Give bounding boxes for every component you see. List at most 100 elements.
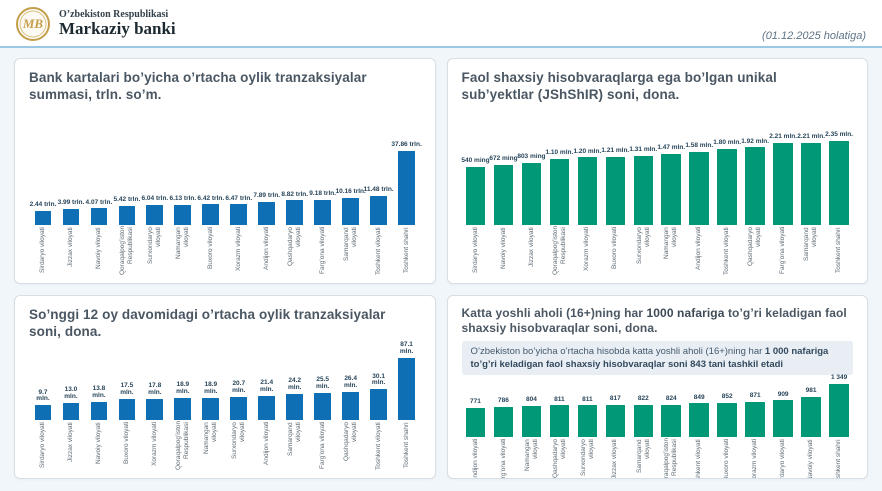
chart-title-transaction-sum: Bank kartalari bo’yicha o’rtacha oylik t… [29,70,367,103]
chart-transaction-sum: 2.44 trln. 3.99 trln. 4.07 trln. 5.42 trln.… [29,119,422,277]
bar [118,399,136,420]
x-tick: Xorazm viloyati [573,227,601,277]
bar-value-label: 804 [525,396,537,404]
bar [230,204,248,225]
bar-slot: 1.92 mln. [741,119,769,225]
bar-slot: 981 [797,375,825,438]
x-axis-label: Navoiy viloyati [807,439,815,479]
x-axis-label: Andijon viloyati [262,422,270,466]
bar [258,201,276,225]
bar [286,393,304,420]
x-tick: Navoiy viloyati [85,227,113,277]
bar [521,405,542,438]
brand-block: MB O’zbekiston Respublikasi Markaziy ban… [16,7,176,41]
bar-slot: 817 [601,375,629,438]
bar [605,405,626,438]
x-tick: Samarqand viloyati [281,422,309,472]
bar-value-label: 1.92 mln. [741,137,770,145]
x-tick: Toshkent shahri [825,227,853,277]
bar-value-label: 811 [582,395,593,403]
x-tick: Toshkent shahri [825,439,853,478]
x-tick: Sirdaryo viloyati [462,227,490,277]
bar-value-label: 26.4 mln. [343,375,358,390]
bar-slot: 871 [741,375,769,438]
x-axis-label: Sirdaryo viloyati [779,439,787,479]
bar-value-label: 5.42 trln. [113,196,141,204]
bar-value-label: 11.48 trln. [363,186,394,193]
x-axis-label: Xorazm viloyati [150,422,158,467]
bar-value-label: 1.20 mln. [573,147,602,155]
bar [314,392,332,420]
bar-slot: 1.31 mln. [629,119,657,225]
bar-slot: 6.13 trln. [169,119,197,225]
x-axis-label: Andijon viloyati [471,439,479,479]
x-tick: Namangan viloyati [657,227,685,277]
x-tick: Farg’ona viloyati [489,439,517,478]
org-name-line1: O’zbekiston Respublikasi [59,9,169,21]
x-tick: Qoraqalpog’iston Respublikasi [169,421,197,472]
bar-slot: 5.42 trln. [113,119,141,225]
bar [801,396,821,438]
x-axis-label: Qoraqalpog’iston Respublikasi [551,225,567,275]
chart-transaction-count: 9.7 mln. 13.0 mln. 13.8 mln. 17.5 mln. 17.8 … [29,341,421,472]
bar-slot: 17.5 mln. [113,342,141,420]
x-tick: Andijon viloyati [253,422,281,472]
x-axis-label: Samarqand viloyati [803,227,819,261]
x-tick: Qoraqalpog’iston Respublikasi [113,226,141,277]
bar-value-label: 6.47 trln. [225,194,253,202]
bar-slot: 1.80 mln. [713,119,741,225]
bar-slot: 25.5 mln. [309,342,337,420]
bar-value-label: 20.7 mln. [232,379,246,394]
bar-value-label: 824 [665,394,677,402]
x-tick: Surxondaryo viloyati [225,422,253,472]
bar [370,195,387,225]
card-avg-monthly-transaction-count: So’nggi 12 oy davomidagi o’rtacha oylik … [14,295,436,479]
bar-slot: 9.18 trln. [309,119,337,225]
bar-value-label: 2.35 mln. [825,131,853,139]
x-axis-label: Navoiy viloyati [499,227,507,269]
x-tick: Namangan viloyati [197,422,225,472]
x-axis-label: Surxondaryo viloyati [579,439,595,477]
x-tick: Andijon viloyati [462,439,490,479]
bar-value-label: 1.31 mln. [629,146,658,154]
x-axis: Sirdaryo viloyati Navoiy viloyati Jizzax v… [462,225,854,277]
bar-slot: 7.89 trln. [253,119,281,225]
bar-value-label: 672 ming [489,155,518,163]
x-axis-label: Surxondaryo viloyati [147,227,162,264]
bar-value-label: 540 ming [461,156,490,164]
bar-value-label: 87.1 mln. [399,341,414,355]
bar-slot: 6.04 trln. [141,119,169,225]
x-axis-label: Qoraqalpog’iston Respublikasi [663,438,679,479]
bar-slot: 37.86 trln. [391,119,422,225]
x-axis-label: Samarqand viloyati [635,439,651,473]
x-axis-label: Namangan viloyati [523,439,539,472]
bar [773,400,793,438]
bar-value-label: 1.21 mln. [601,147,630,155]
bar [90,401,108,420]
chart-unique-subjects: 540 ming 672 ming 803 ming 1.10 mln. 1.20 ml… [461,119,854,277]
bar-slot: 811 [545,375,573,438]
org-name-line2: Markaziy banki [59,19,176,39]
x-tick: Farg’ona viloyati [309,227,337,277]
x-axis-label: Toshkent shahri [402,227,410,273]
app-header: MB O’zbekiston Respublikasi Markaziy ban… [0,0,882,48]
bar-slot: 10.16 trln. [335,119,366,225]
bar-slot: 18.9 mln. [197,342,225,420]
bar [118,206,136,225]
bar-slot: 849 [685,375,713,438]
x-tick: Samarqand viloyati [337,227,365,277]
x-axis-label: Farg’ona viloyati [318,422,326,470]
x-tick: Qashqadaryo viloyati [337,422,365,472]
bar-slot: 822 [629,375,657,438]
x-axis-label: Farg’ona viloyati [318,227,326,275]
bar-value-label: 2.44 trln. [29,201,57,209]
bar [286,200,304,225]
bar [62,402,80,420]
bar [146,398,164,420]
x-axis-label: Toshkent viloyati [695,439,703,479]
bar-slot: 824 [657,375,685,438]
bar-value-label: 909 [777,390,789,398]
bar-value-label: 24.2 mln. [288,377,302,391]
x-axis-label: Jizzax viloyati [67,227,75,267]
org-name: O’zbekiston Respublikasi Markaziy banki [59,9,176,39]
